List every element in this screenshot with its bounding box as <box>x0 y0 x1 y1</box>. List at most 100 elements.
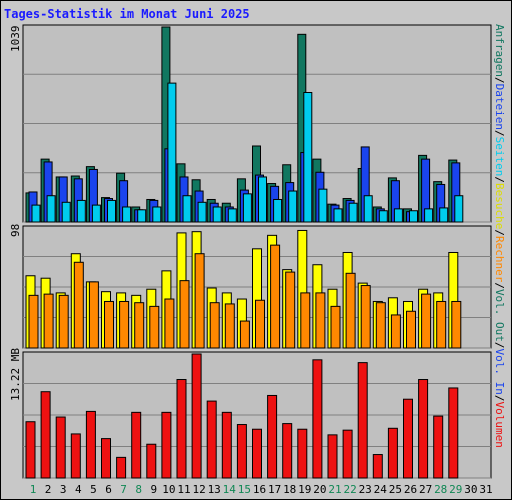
bar-seiten-day-28 <box>439 207 449 223</box>
x-tick-label: 28 <box>434 483 447 496</box>
bar-seiten-day-16 <box>258 176 267 223</box>
bar-volumen-day-28 <box>433 415 444 479</box>
x-tick-label: 25 <box>389 483 402 496</box>
bar-seiten-day-27 <box>424 208 434 223</box>
bar-rechner-day-16 <box>255 299 265 349</box>
bar-rechner-day-19 <box>300 292 311 349</box>
x-tick-label: 13 <box>208 483 221 496</box>
bar-seiten-day-17 <box>273 198 283 223</box>
x-tick-label: 19 <box>298 483 311 496</box>
bar-rechner-day-17 <box>270 244 281 349</box>
bar-volumen-day-20 <box>312 359 323 479</box>
bar-rechner-day-5 <box>88 281 99 349</box>
bar-volumen-day-3 <box>55 416 66 479</box>
bar-volumen-day-29 <box>448 387 459 479</box>
bar-volumen-day-11 <box>176 379 187 479</box>
x-tick-label: 1 <box>30 483 37 496</box>
bar-rechner-day-24 <box>375 302 386 349</box>
bar-rechner-day-29 <box>451 300 462 349</box>
x-tick-label: 2 <box>45 483 52 496</box>
bar-rechner-day-20 <box>315 292 326 349</box>
bar-rechner-day-15 <box>239 320 250 349</box>
chart-title: Tages-Statistik im Monat Juni 2025 <box>4 7 250 21</box>
bar-rechner-day-12 <box>194 253 205 349</box>
x-tick-label: 7 <box>120 483 127 496</box>
bar-seiten-day-11 <box>182 195 192 223</box>
bar-rechner-day-25 <box>390 314 401 349</box>
x-tick-label: 17 <box>268 483 281 496</box>
x-tick-label: 23 <box>359 483 372 496</box>
x-tick-label: 15 <box>238 483 251 496</box>
bar-rechner-day-9 <box>149 305 160 349</box>
bar-volumen-day-26 <box>403 398 413 479</box>
x-tick-label: 18 <box>283 483 296 496</box>
x-tick-label: 20 <box>313 483 326 496</box>
x-tick-label: 8 <box>135 483 142 496</box>
x-tick-label: 14 <box>223 483 237 496</box>
bar-seiten-day-8 <box>137 209 147 223</box>
x-tick-label: 4 <box>75 483 82 496</box>
bar-volumen-day-18 <box>282 423 293 479</box>
bar-volumen-day-17 <box>267 394 278 479</box>
bar-rechner-day-4 <box>73 261 84 349</box>
bar-volumen-day-24 <box>372 454 383 479</box>
bar-rechner-day-1 <box>28 294 39 349</box>
bar-volumen-day-25 <box>387 427 398 479</box>
bar-rechner-day-22 <box>345 272 356 349</box>
x-tick-label: 29 <box>449 483 462 496</box>
bar-volumen-day-23 <box>357 362 368 479</box>
bar-rechner-day-7 <box>119 300 130 349</box>
bar-rechner-day-10 <box>164 298 175 349</box>
bar-seiten-day-20 <box>318 188 328 223</box>
x-tick-label: 24 <box>374 483 388 496</box>
bar-volumen-day-16 <box>252 428 262 479</box>
bar-volumen-day-6 <box>101 438 111 479</box>
bar-volumen-day-27 <box>418 379 429 479</box>
bar-rechner-day-3 <box>58 294 69 349</box>
bar-seiten-day-9 <box>152 206 162 223</box>
bar-volumen-day-13 <box>206 400 217 479</box>
bar-volumen-day-2 <box>40 391 51 479</box>
x-tick-label: 10 <box>162 483 175 496</box>
bar-seiten-day-18 <box>288 190 298 223</box>
x-tick-label: 22 <box>343 483 356 496</box>
bar-rechner-day-18 <box>285 271 296 349</box>
x-tick-label: 6 <box>105 483 112 496</box>
bar-seiten-day-4 <box>76 199 86 223</box>
bar-seiten-day-10 <box>167 82 177 223</box>
x-tick-label: 30 <box>464 483 477 496</box>
x-tick-label: 27 <box>419 483 432 496</box>
bar-seiten-day-23 <box>363 195 373 223</box>
bar-seiten-day-13 <box>212 206 222 223</box>
x-tick-label: 3 <box>60 483 67 496</box>
bar-volumen-day-12 <box>191 353 202 479</box>
bar-seiten-day-22 <box>348 202 358 223</box>
x-tick-label: 5 <box>90 483 97 496</box>
bar-volumen-day-9 <box>146 443 157 479</box>
bar-seiten-day-14 <box>227 208 237 223</box>
bar-seiten-day-24 <box>378 210 388 223</box>
bar-rechner-day-6 <box>104 300 114 349</box>
bar-seiten-day-1 <box>31 204 41 223</box>
x-tick-label: 11 <box>177 483 190 496</box>
bar-seiten-day-7 <box>122 206 132 223</box>
bar-volumen-day-7 <box>116 456 127 479</box>
bar-rechner-day-2 <box>43 293 54 349</box>
bar-seiten-day-21 <box>333 208 343 223</box>
bar-rechner-day-11 <box>179 280 190 349</box>
bar-rechner-day-14 <box>224 303 235 349</box>
bar-volumen-day-19 <box>297 428 308 479</box>
bar-seiten-day-5 <box>91 204 101 223</box>
bar-seiten-day-6 <box>107 199 116 223</box>
bar-rechner-day-26 <box>406 310 416 349</box>
bar-volumen-day-1 <box>25 421 36 479</box>
bar-volumen-day-10 <box>161 411 172 479</box>
bar-volumen-day-15 <box>236 424 247 479</box>
bar-seiten-day-12 <box>197 201 207 223</box>
bar-volumen-day-21 <box>327 434 338 479</box>
bar-seiten-day-25 <box>393 208 403 223</box>
x-tick-label: 16 <box>253 483 266 496</box>
bar-seiten-day-26 <box>409 210 418 223</box>
bar-rechner-day-28 <box>436 300 447 349</box>
